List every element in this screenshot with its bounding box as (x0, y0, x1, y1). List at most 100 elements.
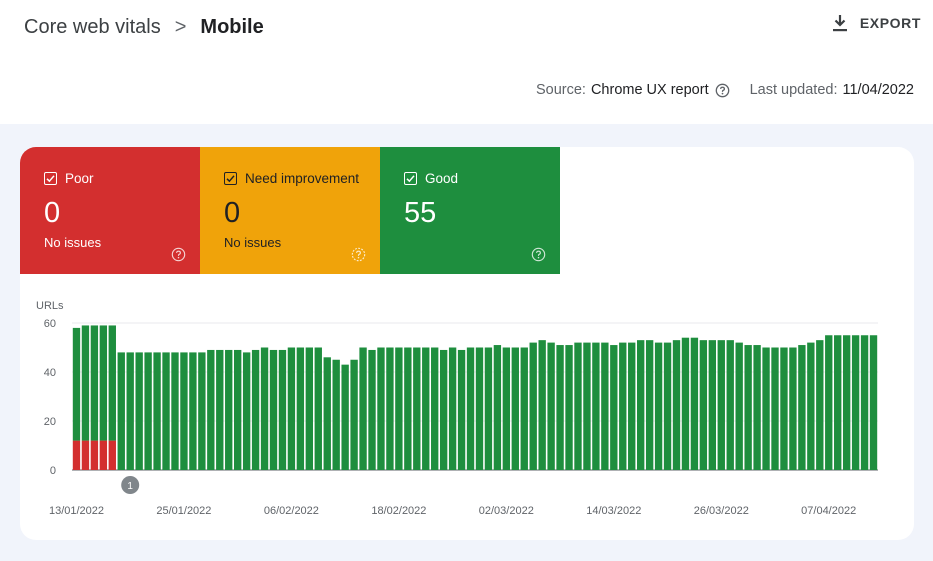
bar-good[interactable] (825, 335, 833, 470)
bar-good[interactable] (681, 337, 690, 470)
bar-good[interactable] (198, 352, 206, 470)
bar-good[interactable] (502, 347, 511, 471)
bar-good[interactable] (851, 335, 860, 470)
bar-good[interactable] (744, 345, 752, 470)
bar-good[interactable] (242, 352, 251, 470)
bar-good[interactable] (350, 359, 358, 470)
breadcrumb-core-web-vitals[interactable]: Core web vitals (24, 16, 161, 38)
bar-good[interactable] (234, 349, 242, 470)
bar-good[interactable] (789, 347, 797, 471)
bar-good[interactable] (431, 347, 439, 471)
bar-good[interactable] (99, 325, 108, 441)
bar-good[interactable] (260, 347, 269, 471)
bar-good[interactable] (663, 342, 672, 470)
bar-good[interactable] (610, 345, 618, 470)
bar-good[interactable] (117, 352, 125, 470)
bar-good[interactable] (475, 347, 484, 471)
bar-good[interactable] (314, 347, 322, 471)
bar-poor[interactable] (99, 440, 108, 470)
bar-good[interactable] (735, 342, 743, 470)
bar-good[interactable] (816, 340, 824, 470)
bar-good[interactable] (592, 342, 600, 470)
bar-good[interactable] (278, 349, 287, 470)
bar-good[interactable] (726, 340, 734, 470)
bar-good[interactable] (807, 342, 815, 470)
bar-good[interactable] (628, 342, 636, 470)
bar-good[interactable] (216, 349, 224, 470)
bar-good[interactable] (189, 352, 197, 470)
bar-good[interactable] (619, 342, 627, 470)
bar-good[interactable] (439, 349, 448, 470)
tile-poor[interactable]: Poor 0 No issues (20, 147, 200, 274)
bar-good[interactable] (341, 364, 349, 470)
bar-good[interactable] (225, 349, 233, 470)
checkbox-checked-icon[interactable] (404, 172, 417, 185)
bar-good[interactable] (81, 325, 90, 441)
bar-good[interactable] (860, 335, 869, 470)
tile-good[interactable]: Good 55 (380, 147, 560, 274)
help-circle-icon[interactable] (531, 247, 546, 267)
bar-good[interactable] (717, 340, 725, 470)
bar-good[interactable] (520, 347, 528, 471)
bar-good[interactable] (386, 347, 394, 471)
bar-good[interactable] (484, 347, 493, 471)
bar-good[interactable] (305, 347, 313, 471)
tile-need-improvement[interactable]: Need improvement 0 No issues (200, 147, 380, 274)
bar-good[interactable] (493, 345, 502, 470)
bar-good[interactable] (153, 352, 161, 470)
bar-good[interactable] (162, 352, 170, 470)
bar-good[interactable] (529, 342, 537, 470)
bar-good[interactable] (448, 347, 457, 471)
bar-good[interactable] (404, 347, 412, 471)
bar-good[interactable] (842, 335, 851, 470)
chart-annotation[interactable]: 1 (121, 476, 140, 494)
bar-poor[interactable] (72, 440, 81, 470)
bar-good[interactable] (413, 347, 421, 471)
bar-good[interactable] (753, 345, 761, 470)
bar-good[interactable] (180, 352, 188, 470)
bar-good[interactable] (771, 347, 779, 471)
bar-good[interactable] (72, 327, 81, 441)
bar-good[interactable] (90, 325, 99, 441)
bar-good[interactable] (583, 342, 591, 470)
bar-good[interactable] (422, 347, 430, 471)
bar-good[interactable] (780, 347, 788, 471)
bar-good[interactable] (359, 347, 367, 471)
bar-good[interactable] (126, 352, 134, 470)
bar-good[interactable] (457, 349, 466, 470)
annotation-marker[interactable] (121, 476, 140, 494)
bar-good[interactable] (207, 349, 215, 470)
bar-good[interactable] (135, 352, 143, 470)
bar-good[interactable] (108, 325, 116, 441)
bar-good[interactable] (574, 342, 582, 470)
bar-good[interactable] (637, 340, 645, 470)
bar-good[interactable] (287, 347, 296, 471)
help-circle-icon[interactable] (351, 247, 366, 267)
bar-good[interactable] (511, 347, 519, 471)
bar-poor[interactable] (81, 440, 90, 470)
checkbox-checked-icon[interactable] (44, 172, 57, 185)
bar-good[interactable] (645, 340, 654, 470)
help-circle-icon[interactable] (715, 83, 730, 98)
bar-good[interactable] (395, 347, 403, 471)
bar-good[interactable] (708, 340, 716, 470)
checkbox-checked-icon[interactable] (224, 172, 237, 185)
help-circle-icon[interactable] (171, 247, 186, 267)
bar-good[interactable] (538, 340, 546, 470)
bar-good[interactable] (654, 342, 663, 470)
bar-good[interactable] (699, 340, 708, 470)
bar-good[interactable] (269, 349, 278, 470)
bar-good[interactable] (547, 342, 555, 470)
bar-poor[interactable] (108, 440, 116, 470)
bar-good[interactable] (601, 342, 609, 470)
bar-good[interactable] (798, 345, 806, 470)
export-button[interactable]: EXPORT (832, 14, 921, 32)
bar-good[interactable] (466, 347, 475, 471)
bar-good[interactable] (869, 335, 878, 470)
bar-good[interactable] (323, 357, 331, 470)
bar-good[interactable] (144, 352, 152, 470)
bar-good[interactable] (556, 345, 564, 470)
bar-good[interactable] (762, 347, 770, 471)
bar-good[interactable] (377, 347, 385, 471)
bar-good[interactable] (368, 349, 376, 470)
